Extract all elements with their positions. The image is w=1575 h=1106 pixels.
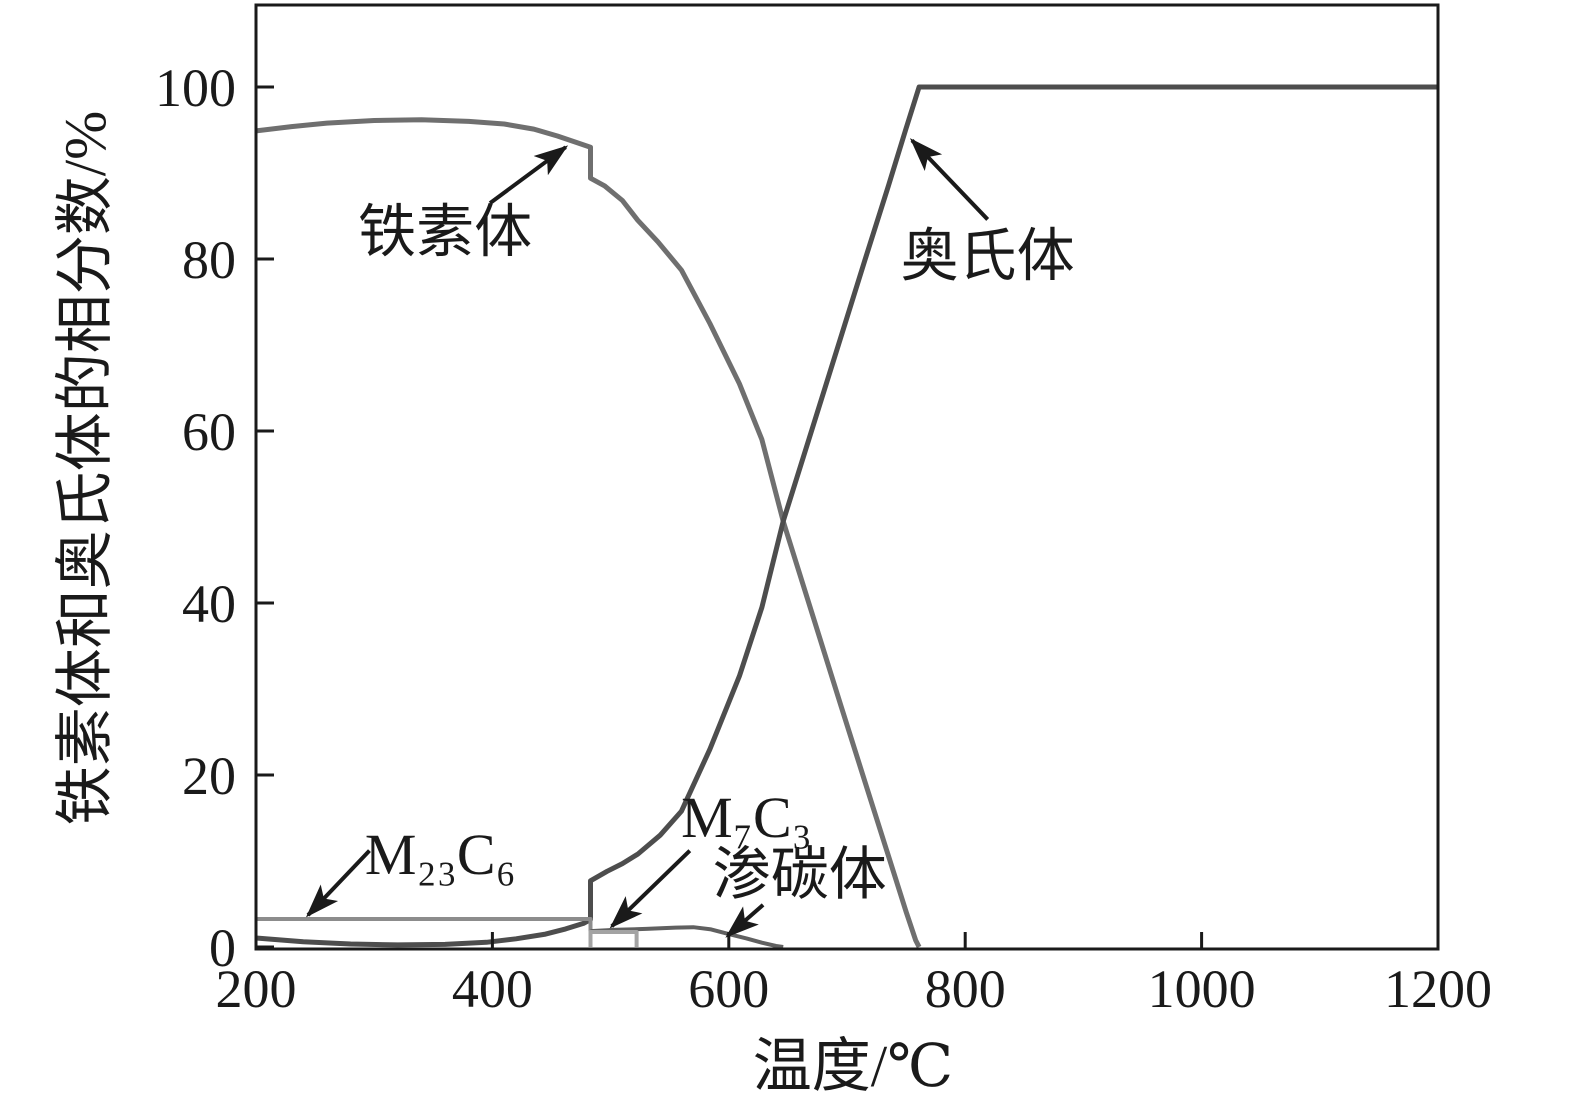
curves-layer	[255, 84, 1438, 949]
x-tick-label: 1200	[1384, 959, 1492, 1019]
m7c3-label-arrow	[609, 849, 692, 929]
ferrite-label: 铁素体	[358, 199, 532, 264]
x-tick-label: 1000	[1148, 959, 1256, 1019]
y-tick-label: 20	[182, 746, 236, 806]
x-axis-ticks: 200 400 600 800 1000 1200	[216, 932, 1492, 1019]
austenite-curve	[255, 84, 1438, 948]
ferrite-curve	[255, 117, 922, 949]
m23c6-label-arrow	[305, 849, 371, 918]
cementite-label: 渗碳体	[713, 842, 887, 907]
cementite-curve	[590, 925, 784, 949]
austenite-label-arrow	[909, 138, 990, 221]
x-tick-label: 400	[452, 959, 533, 1019]
m23c6-label: M₂₃C₆	[365, 822, 516, 887]
x-tick-label: 600	[688, 959, 769, 1019]
x-axis-title: 温度/℃	[753, 1033, 953, 1099]
y-axis-title: 铁素体和奥氏体的相分数/%	[52, 111, 118, 826]
m7c3-curve	[588, 930, 639, 947]
cementite-label-arrow	[725, 903, 765, 938]
y-tick-label: 40	[182, 574, 236, 634]
plot-area-border	[254, 3, 1440, 951]
y-tick-label: 100	[155, 58, 236, 118]
austenite-label: 奥氏体	[901, 224, 1075, 289]
y-axis-ticks: 0 20 40 60 80 100	[155, 58, 274, 978]
y-tick-label: 80	[182, 230, 236, 290]
m7c3-label: M₇C₃	[681, 785, 812, 850]
y-tick-label: 60	[182, 402, 236, 462]
x-tick-label: 800	[925, 959, 1006, 1019]
y-tick-label: 0	[209, 918, 236, 978]
ferrite-label-arrow	[488, 145, 569, 205]
x-tick-label: 200	[216, 959, 297, 1019]
